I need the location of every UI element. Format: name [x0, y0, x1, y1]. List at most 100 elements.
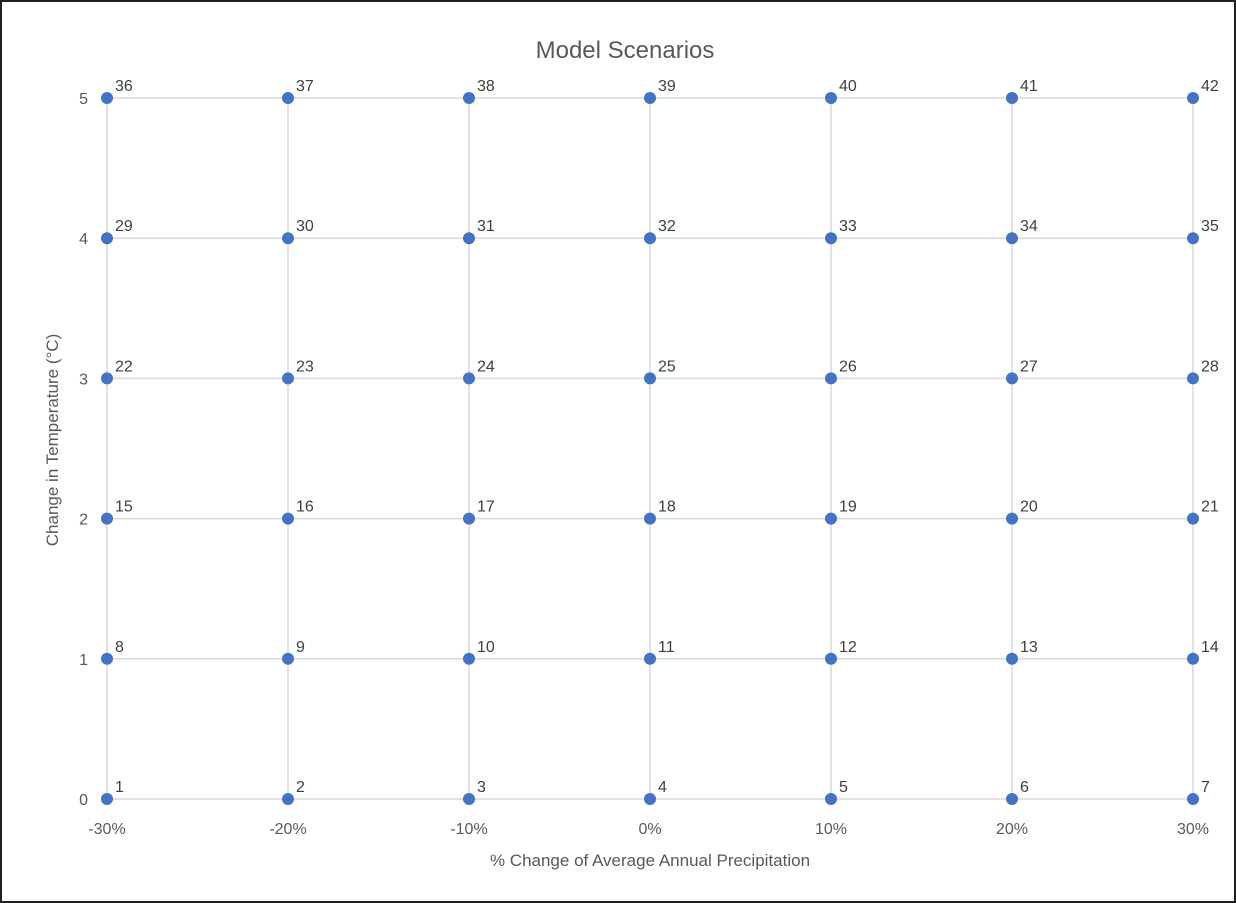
data-point [101, 232, 113, 245]
data-point [463, 512, 475, 525]
x-axis-label: % Change of Average Annual Precipitation [490, 851, 810, 870]
data-label: 25 [658, 358, 676, 375]
y-tick-label: 3 [79, 371, 88, 388]
data-point [644, 232, 656, 245]
x-tick-label: -20% [269, 821, 306, 838]
data-label: 31 [477, 218, 495, 235]
data-point [825, 92, 837, 104]
x-tick-label: -30% [88, 821, 125, 838]
data-label: 38 [477, 78, 495, 95]
x-tick-label: 20% [996, 821, 1028, 838]
data-label: 37 [296, 78, 314, 95]
data-point [825, 652, 837, 665]
data-point [463, 92, 475, 104]
data-label: 20 [1020, 499, 1038, 516]
data-point [101, 652, 113, 665]
data-point [1006, 372, 1018, 385]
data-point [463, 232, 475, 245]
data-point [644, 92, 656, 104]
data-point [463, 372, 475, 385]
y-tick-label: 2 [79, 512, 88, 529]
data-point [463, 652, 475, 665]
data-label: 16 [296, 499, 314, 516]
data-point [101, 92, 113, 104]
data-label: 5 [839, 779, 848, 796]
data-point [825, 372, 837, 385]
data-points [101, 92, 1199, 805]
data-label: 26 [839, 358, 857, 375]
data-label: 32 [658, 218, 676, 235]
data-label: 12 [839, 639, 857, 656]
data-label: 28 [1201, 358, 1219, 375]
data-point [1187, 92, 1199, 104]
data-label: 23 [296, 358, 314, 375]
data-point [101, 512, 113, 525]
gridlines [106, 97, 1194, 800]
data-label: 6 [1020, 779, 1029, 796]
data-point [1006, 652, 1018, 665]
data-point [644, 793, 656, 805]
data-label: 36 [115, 78, 133, 95]
data-label: 22 [115, 358, 133, 375]
data-label: 24 [477, 358, 495, 375]
data-point [101, 793, 113, 805]
data-point [644, 512, 656, 525]
y-tick-label: 4 [79, 231, 88, 248]
data-label: 3 [477, 779, 486, 796]
x-tick-label: -10% [450, 821, 487, 838]
data-label: 4 [658, 779, 667, 796]
data-label: 15 [115, 499, 133, 516]
data-point [282, 232, 294, 245]
data-point [1187, 652, 1199, 665]
data-label: 27 [1020, 358, 1038, 375]
data-point [1006, 512, 1018, 525]
data-point [282, 92, 294, 104]
x-tick-label: 0% [638, 821, 661, 838]
data-point [1187, 793, 1199, 805]
data-label: 9 [296, 639, 305, 656]
x-axis-ticks: -30% -20% -10% 0% 10% 20% 30% [88, 821, 1209, 838]
data-label: 33 [839, 218, 857, 235]
chart-title: Model Scenarios [536, 37, 715, 64]
data-point [101, 372, 113, 385]
data-label: 40 [839, 78, 857, 95]
data-point [282, 652, 294, 665]
data-point [282, 793, 294, 805]
data-point [1187, 372, 1199, 385]
data-label: 2 [296, 779, 305, 796]
data-label: 7 [1201, 779, 1210, 796]
x-tick-label: 30% [1177, 821, 1209, 838]
data-label: 21 [1201, 499, 1219, 516]
data-label: 10 [477, 639, 495, 656]
data-label: 1 [115, 779, 124, 796]
data-label: 30 [296, 218, 314, 235]
data-label: 14 [1201, 639, 1219, 656]
data-label: 19 [839, 499, 857, 516]
data-label: 29 [115, 218, 133, 235]
data-point [282, 512, 294, 525]
data-label: 41 [1020, 78, 1038, 95]
data-point [282, 372, 294, 385]
y-tick-label: 0 [79, 792, 88, 809]
data-point [1006, 232, 1018, 245]
data-label: 8 [115, 639, 124, 656]
data-point [463, 793, 475, 805]
y-tick-label: 5 [79, 91, 88, 108]
data-label: 17 [477, 499, 495, 516]
data-label: 39 [658, 78, 676, 95]
y-tick-label: 1 [79, 652, 88, 669]
data-point [1006, 793, 1018, 805]
data-label: 11 [658, 639, 675, 656]
data-label: 18 [658, 499, 676, 516]
data-point [825, 512, 837, 525]
data-point [644, 652, 656, 665]
data-point [644, 372, 656, 385]
data-point [1187, 512, 1199, 525]
data-label: 34 [1020, 218, 1038, 235]
data-label: 35 [1201, 218, 1219, 235]
data-label: 42 [1201, 78, 1219, 95]
y-axis-label: Change in Temperature (°C) [43, 334, 62, 546]
